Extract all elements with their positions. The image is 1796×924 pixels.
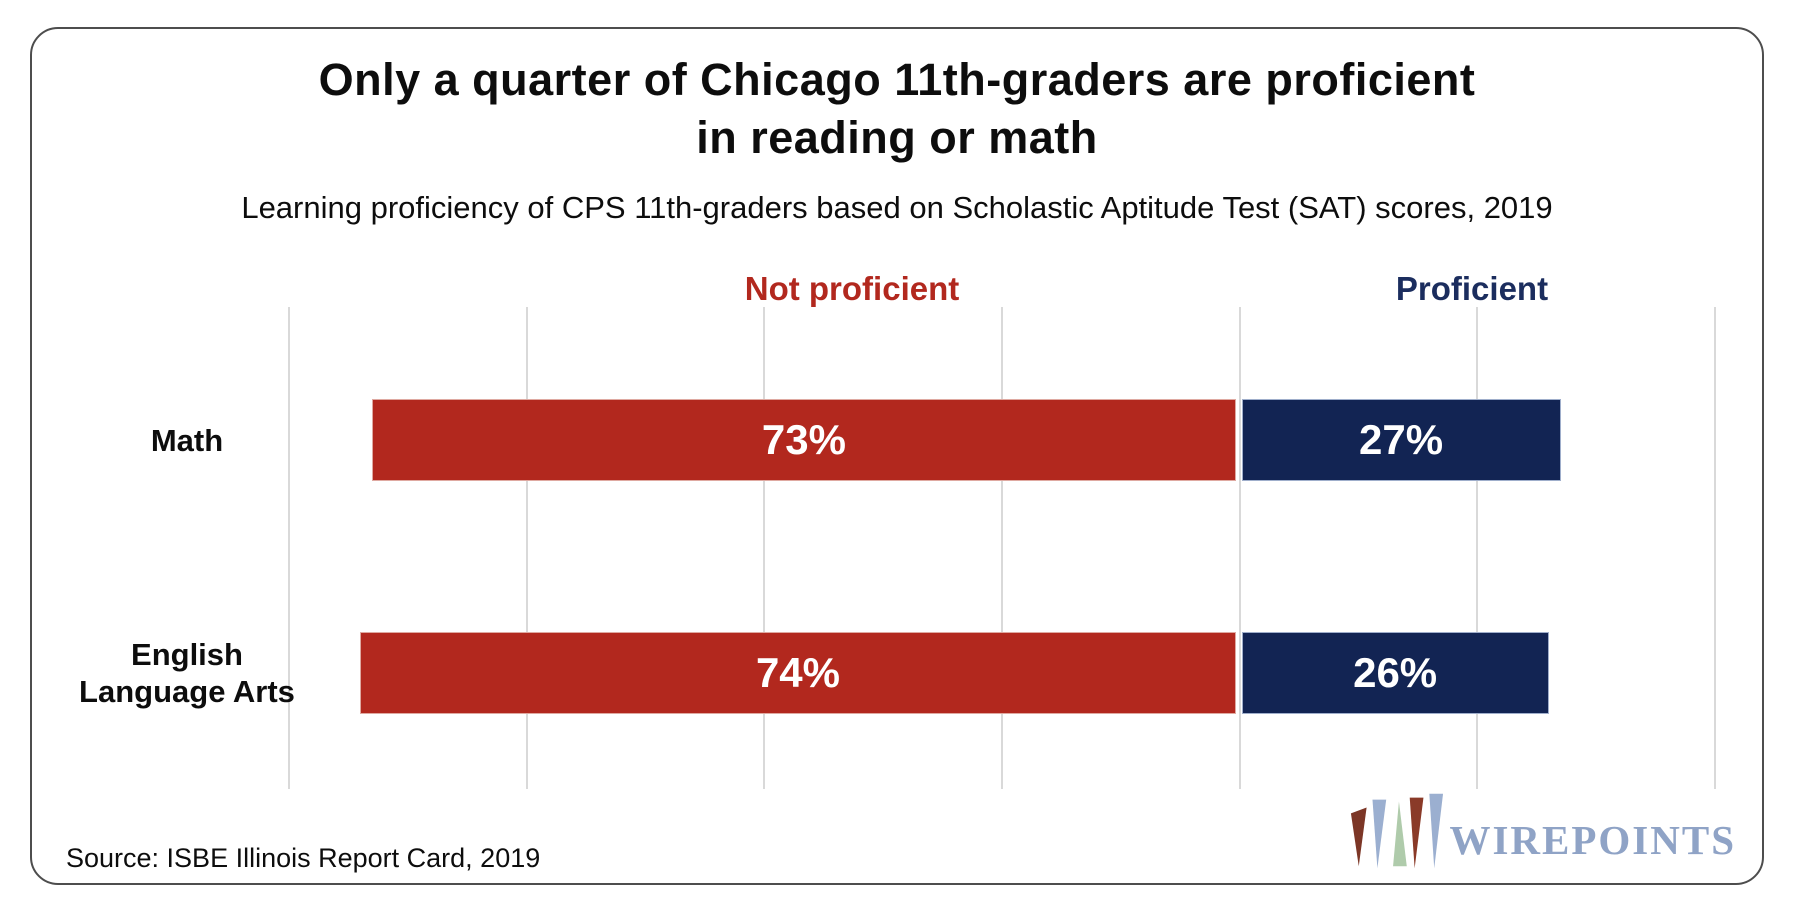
legend-proficient: Proficient xyxy=(1395,270,1549,307)
source-note: Source: ISBE Illinois Report Card, 2019 xyxy=(66,843,541,873)
bar-math-proficient: 27% xyxy=(1241,399,1561,481)
chart-card: Only a quarter of Chicago 11th-graders a… xyxy=(30,27,1764,885)
bar-row-english-language-arts: 74% 26% xyxy=(289,632,1715,714)
value-label-math-proficient: 27% xyxy=(1359,416,1444,463)
wirepoints-mark-icon xyxy=(1351,793,1444,869)
category-label-english-language-arts: English Language Arts xyxy=(79,637,295,709)
category-label-math: Math xyxy=(150,422,224,458)
gridline xyxy=(1238,307,1241,789)
legend-not-proficient: Not proficient xyxy=(744,270,960,307)
wirepoints-logo: WIREPOINTS xyxy=(1347,789,1736,869)
gridline xyxy=(1001,307,1003,789)
bar-row-math: 73% 27% xyxy=(289,399,1715,481)
bar-ela-proficient: 26% xyxy=(1241,632,1549,714)
gridline xyxy=(1476,307,1479,789)
title-line-2: in reading or math xyxy=(696,112,1098,163)
wirepoints-wordmark: WIREPOINTS xyxy=(1449,817,1736,863)
title-line-1: Only a quarter of Chicago 11th-graders a… xyxy=(318,54,1476,105)
gridline xyxy=(1714,307,1716,789)
bar-math-not-proficient: 73% xyxy=(372,399,1236,481)
chart-title: Only a quarter of Chicago 11th-graders a… xyxy=(32,51,1762,167)
gridline xyxy=(763,307,766,789)
plot-area: 73% 27% 74% 26% xyxy=(288,307,1716,789)
gridline xyxy=(525,307,528,789)
value-label-ela-not-proficient: 74% xyxy=(755,649,840,696)
value-label-math-not-proficient: 73% xyxy=(761,416,846,463)
bar-ela-not-proficient: 74% xyxy=(360,632,1236,714)
gridline xyxy=(288,307,290,789)
value-label-ela-proficient: 26% xyxy=(1353,649,1438,696)
chart-subtitle: Learning proficiency of CPS 11th-graders… xyxy=(241,190,1553,225)
